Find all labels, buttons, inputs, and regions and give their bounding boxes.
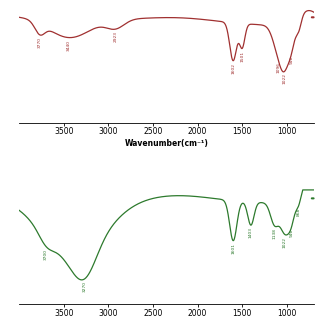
Text: 3700: 3700 <box>44 249 48 260</box>
Text: 868: 868 <box>297 208 300 216</box>
Text: 946: 946 <box>290 55 294 64</box>
Text: 1501: 1501 <box>240 51 244 62</box>
Text: 1601: 1601 <box>231 243 235 254</box>
Text: 1138: 1138 <box>273 228 276 239</box>
Text: 1096: 1096 <box>276 62 280 73</box>
Text: 3440: 3440 <box>67 40 71 51</box>
Text: 3270: 3270 <box>82 281 86 292</box>
Text: 2923: 2923 <box>113 31 117 42</box>
Text: 946: 946 <box>290 229 294 237</box>
Text: 1602: 1602 <box>231 63 235 74</box>
Text: 1022: 1022 <box>283 237 287 248</box>
X-axis label: Wavenumber(cm⁻¹): Wavenumber(cm⁻¹) <box>124 139 208 148</box>
Text: 3770: 3770 <box>38 37 42 48</box>
Text: 1022: 1022 <box>283 73 287 84</box>
Text: 1403: 1403 <box>249 227 253 238</box>
